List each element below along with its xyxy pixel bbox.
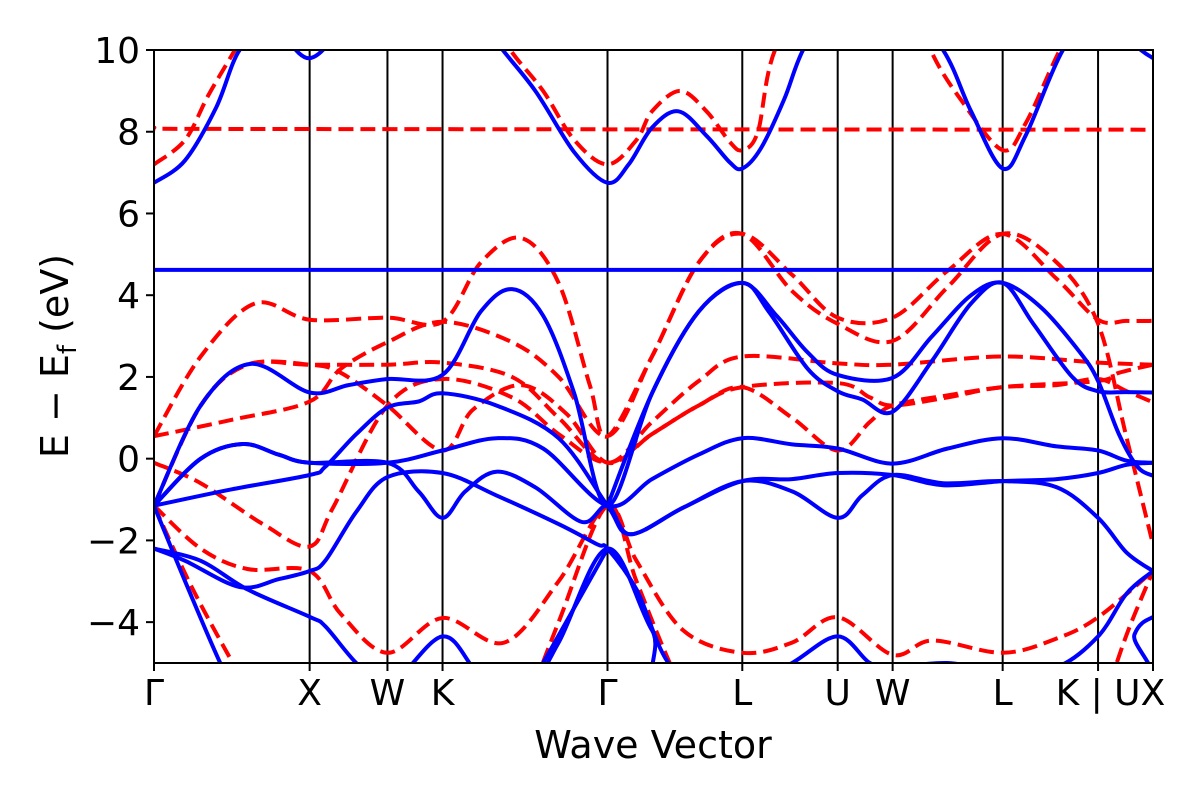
x-tick-label: K | U bbox=[1056, 673, 1141, 714]
y-tick-label: 4 bbox=[117, 276, 140, 317]
plot-frame bbox=[153, 49, 1154, 664]
band-line-solid bbox=[154, 50, 1153, 185]
band-line-solid bbox=[154, 441, 1153, 573]
y-axis-label-main: E − E bbox=[33, 354, 77, 458]
bands bbox=[154, 50, 1153, 663]
y-tick-label: 10 bbox=[94, 31, 140, 72]
x-tick-label: W bbox=[370, 673, 406, 714]
y-tick-label: 8 bbox=[117, 113, 140, 154]
band-line-dashed bbox=[1114, 570, 1153, 663]
y-tick-label: 6 bbox=[117, 194, 140, 235]
band-line-dashed bbox=[540, 503, 672, 663]
band-line-dashed bbox=[154, 125, 1153, 132]
x-tick-label: Γ bbox=[144, 673, 164, 714]
band-line-solid bbox=[540, 547, 610, 663]
x-tick-label: L bbox=[993, 673, 1013, 714]
x-tick-label: X bbox=[1141, 673, 1166, 714]
y-tick-label: 0 bbox=[117, 440, 140, 481]
x-tick-label: U bbox=[825, 673, 851, 714]
band-line-dashed bbox=[154, 376, 1153, 549]
band-line-dashed bbox=[154, 504, 236, 663]
x-axis-label: Wave Vector bbox=[534, 723, 772, 767]
x-tick-label: L bbox=[732, 673, 752, 714]
x-tick-label: X bbox=[297, 673, 322, 714]
x-tick-label: K bbox=[431, 673, 456, 714]
y-axis-label-sub: f bbox=[53, 344, 83, 354]
y-axis-label-unit: (eV) bbox=[33, 254, 77, 345]
band-line-solid bbox=[154, 546, 1153, 663]
high-symmetry-lines bbox=[308, 50, 1100, 663]
x-tick-label: Γ bbox=[597, 673, 617, 714]
y-tick-label: −2 bbox=[87, 521, 140, 562]
band-line-solid bbox=[154, 504, 223, 663]
y-tick-label: −4 bbox=[87, 603, 140, 644]
band-line-dashed bbox=[154, 230, 1153, 545]
x-tick-label: W bbox=[875, 673, 911, 714]
band-line-solid bbox=[605, 280, 1153, 507]
y-axis-label: E − Ef (eV) bbox=[33, 254, 83, 458]
y-tick-label: 2 bbox=[117, 358, 140, 399]
y-axis-ticks: −4 −2 0 2 4 6 8 10 bbox=[87, 31, 154, 644]
band-line-dashed bbox=[154, 503, 1153, 658]
band-line-dashed bbox=[154, 50, 1063, 167]
